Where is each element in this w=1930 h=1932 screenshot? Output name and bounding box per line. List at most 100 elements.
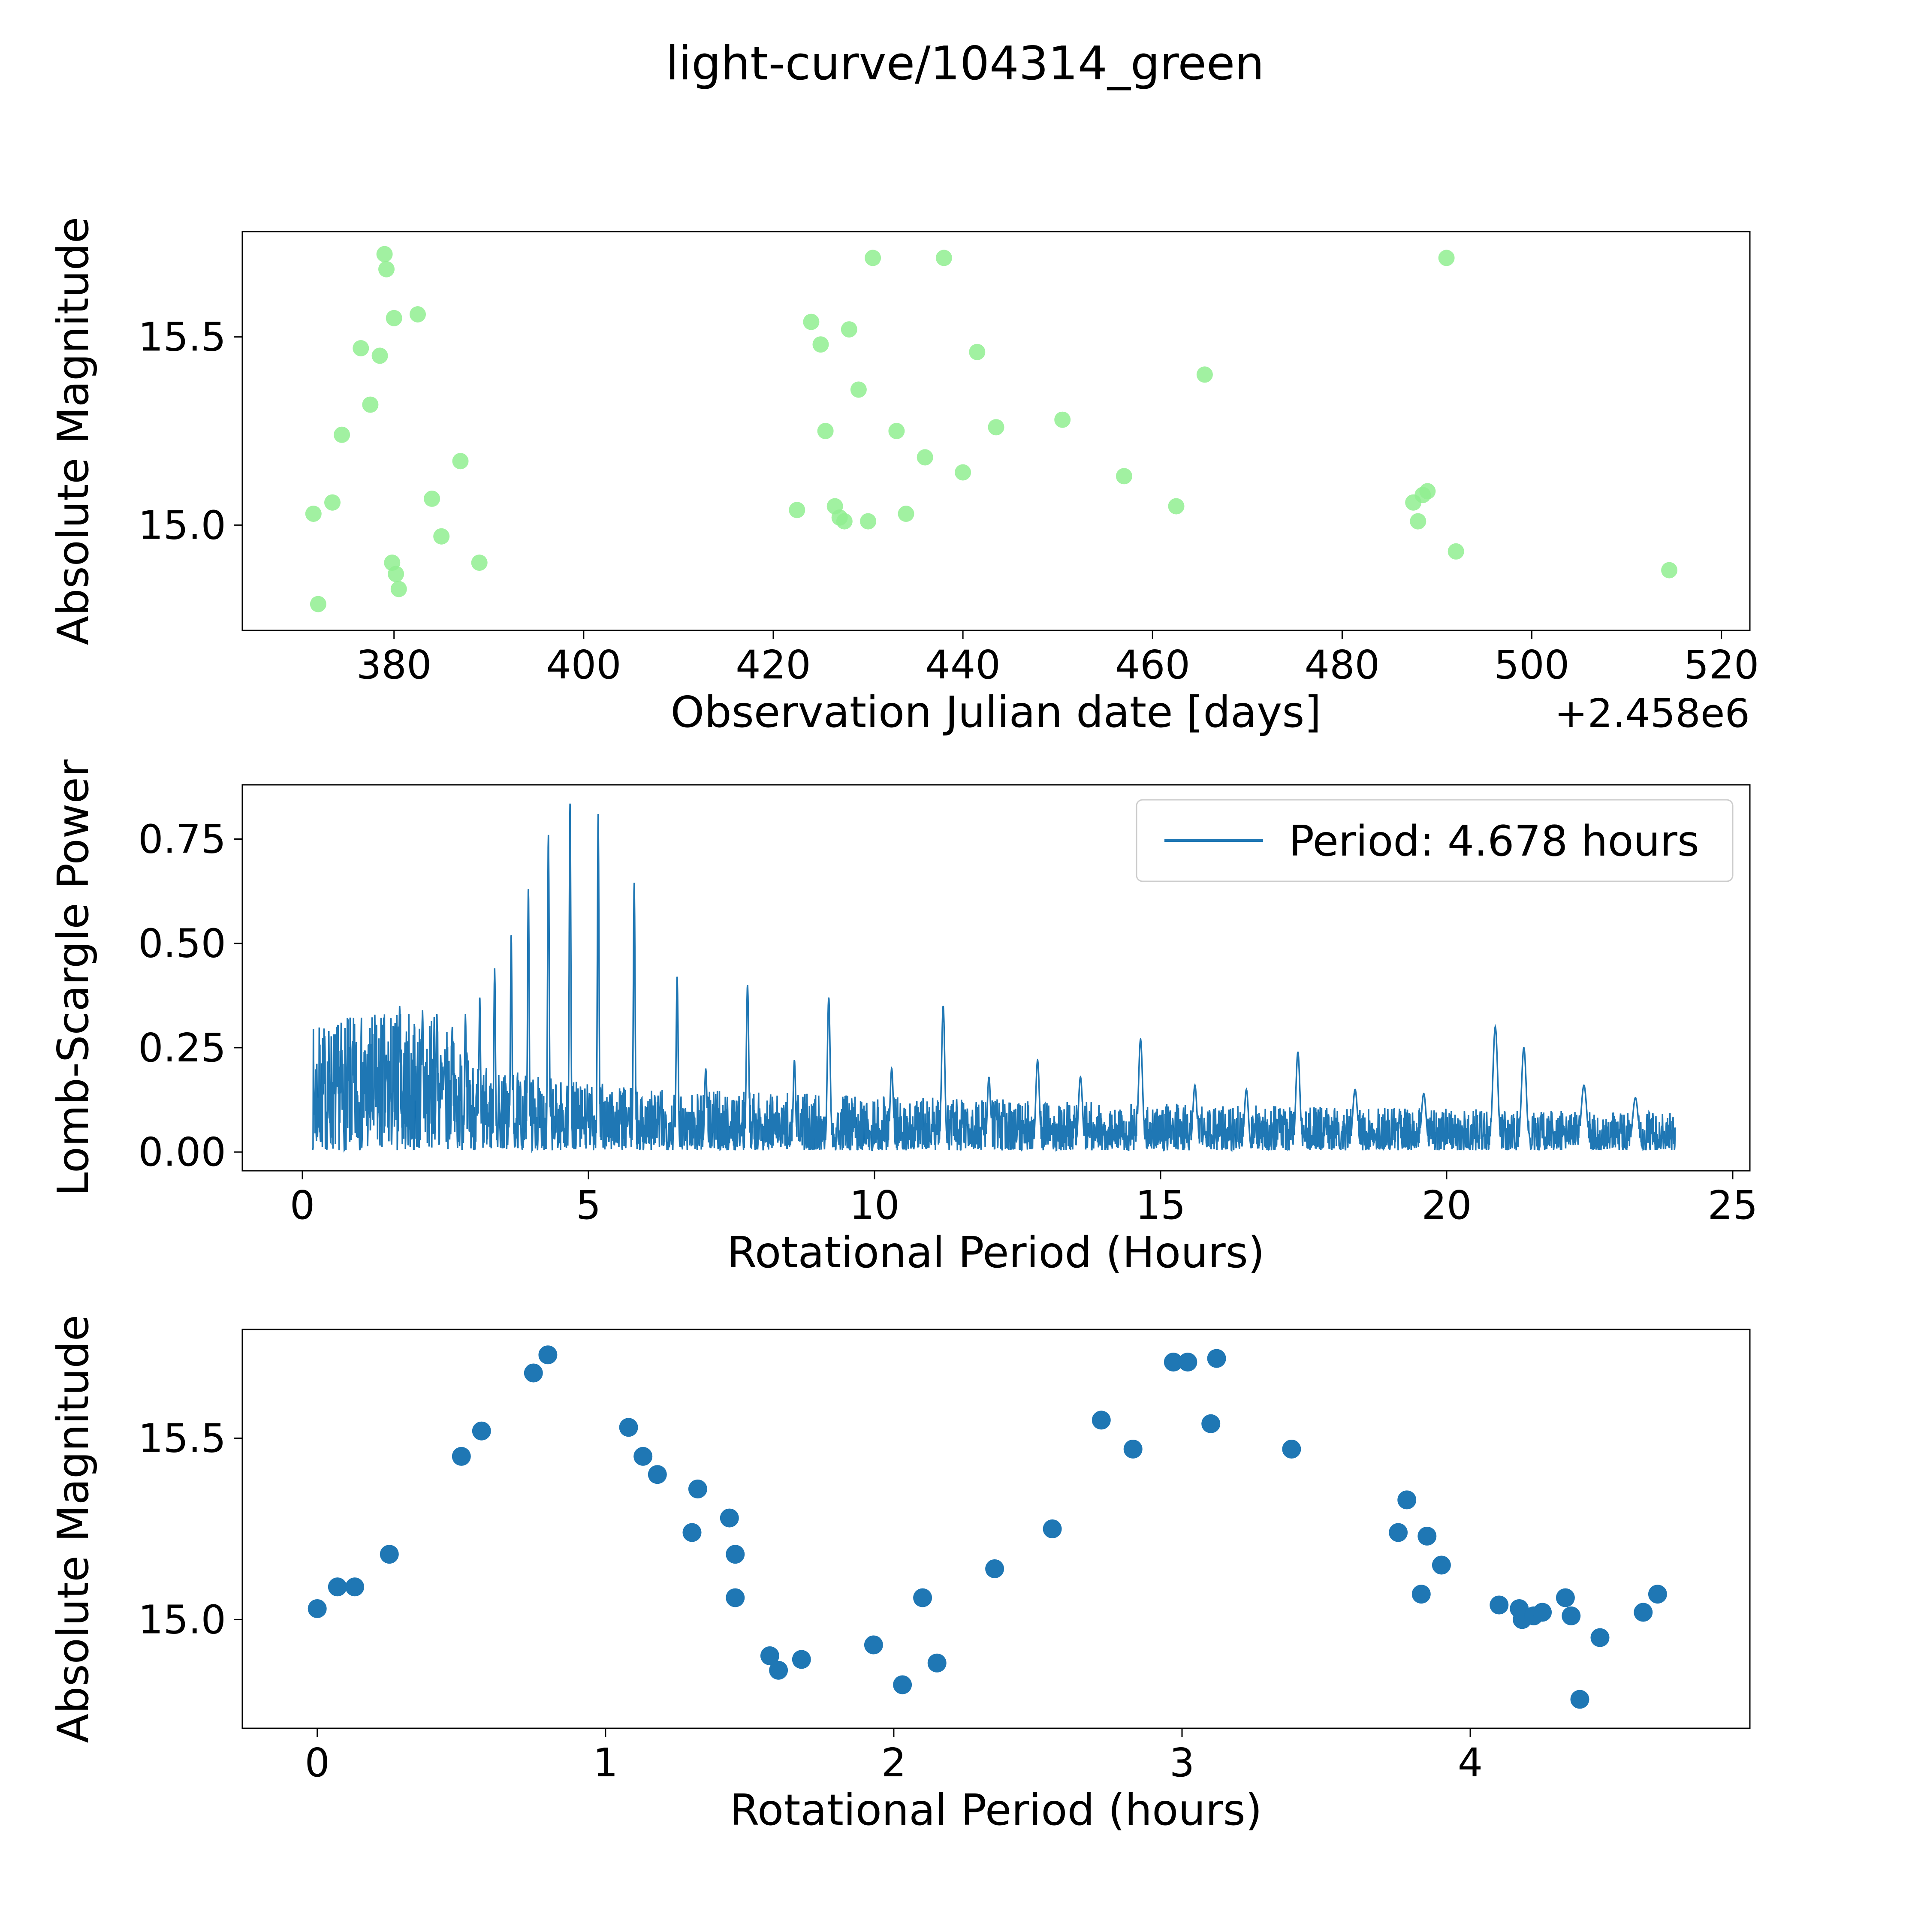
data-point [1562, 1606, 1581, 1625]
data-point [388, 566, 404, 582]
x-tick-label: 10 [849, 1182, 899, 1228]
data-point [538, 1345, 558, 1365]
y-tick-label: 15.5 [138, 1416, 226, 1462]
x-tick-label: 480 [1305, 642, 1380, 688]
data-point [1178, 1353, 1197, 1372]
data-point [720, 1508, 739, 1528]
legend-box [1136, 799, 1734, 882]
data-point [836, 513, 853, 530]
data-point [1054, 411, 1071, 428]
data-point [471, 555, 488, 571]
x-tick-label: 0 [305, 1740, 330, 1786]
y-tick-label: 15.0 [138, 1597, 226, 1643]
data-point [988, 419, 1004, 436]
data-point [308, 1599, 327, 1618]
data-point [769, 1661, 788, 1680]
data-point [1417, 1526, 1437, 1546]
data-point [1207, 1349, 1226, 1368]
y-tick-label: 15.5 [138, 314, 226, 360]
data-point [917, 449, 933, 466]
data-point [1411, 1585, 1431, 1604]
data-point [726, 1588, 745, 1607]
data-point [1448, 543, 1464, 560]
plot-area [305, 246, 1678, 612]
data-point [841, 321, 857, 338]
data-point [1196, 366, 1213, 383]
data-point [1438, 250, 1455, 266]
data-point [619, 1418, 638, 1437]
x-tick-label: 520 [1684, 642, 1759, 688]
y-tick-label: 15.0 [138, 502, 226, 548]
data-point [378, 261, 395, 277]
plot-area [308, 1345, 1667, 1709]
data-point [386, 310, 402, 326]
data-point [371, 347, 388, 364]
x-tick-label: 5 [576, 1182, 601, 1228]
data-point [380, 1545, 399, 1564]
x-tick-label: 420 [736, 642, 811, 688]
data-point [726, 1545, 745, 1564]
x-tick-label: 400 [546, 642, 621, 688]
data-point [524, 1363, 543, 1383]
x-axis-label-bottom: Rotational Period (hours) [730, 1785, 1262, 1835]
data-point [1116, 468, 1132, 485]
data-point [803, 313, 820, 330]
data-point [334, 426, 350, 443]
data-point [789, 502, 805, 518]
data-point [913, 1588, 932, 1607]
legend: Period: 4.678 hours [1136, 799, 1734, 882]
data-point [1570, 1690, 1589, 1709]
y-axis-label-top: Absolute Magnitude [48, 217, 98, 645]
x-axis-offset-label: +2.458e6 [1554, 690, 1750, 736]
data-point [324, 494, 341, 511]
data-point [817, 423, 834, 439]
data-point [1282, 1440, 1301, 1459]
x-tick-label: 380 [356, 642, 432, 688]
data-point [310, 596, 326, 612]
data-point [328, 1577, 347, 1597]
legend-label: Period: 4.678 hours [1289, 817, 1699, 866]
data-point [1490, 1595, 1509, 1615]
x-tick-label: 20 [1421, 1182, 1472, 1228]
x-tick-label: 0 [290, 1182, 315, 1228]
data-point [433, 528, 450, 545]
data-point [353, 340, 369, 356]
data-point [452, 1447, 471, 1466]
data-point [1389, 1523, 1408, 1542]
periodogram-line [312, 803, 1676, 1153]
x-tick-label: 25 [1707, 1182, 1758, 1228]
data-point [1168, 498, 1185, 515]
data-point [472, 1421, 491, 1441]
data-point [410, 306, 426, 323]
data-point [1397, 1490, 1417, 1510]
x-tick-label: 460 [1115, 642, 1190, 688]
data-point [390, 581, 407, 597]
data-point [1123, 1440, 1143, 1459]
data-point [682, 1523, 702, 1542]
data-point [985, 1559, 1004, 1578]
data-point [424, 490, 440, 507]
x-tick-label: 15 [1135, 1182, 1185, 1228]
data-point [850, 381, 867, 398]
y-tick-label: 0.00 [138, 1129, 226, 1175]
data-point [1419, 483, 1436, 500]
data-point [1092, 1411, 1111, 1430]
y-tick-label: 0.25 [138, 1025, 226, 1071]
data-point [1164, 1353, 1183, 1372]
plot-area [312, 803, 1676, 1153]
data-point [1201, 1414, 1221, 1433]
data-point [893, 1675, 912, 1694]
y-axis-label-bottom: Absolute Magnitude [48, 1315, 98, 1743]
data-point [865, 250, 881, 266]
axes-spine [241, 1329, 1751, 1729]
data-point [633, 1447, 653, 1466]
data-point [1410, 513, 1426, 530]
data-point [935, 250, 952, 266]
data-point [345, 1577, 365, 1597]
data-point [927, 1653, 947, 1673]
jd-magnitude-plot: 380 400 420 440 460 480 500 520 15.0 15.5 [138, 231, 1759, 688]
data-point [864, 1635, 883, 1655]
x-tick-label: 3 [1170, 1740, 1195, 1786]
